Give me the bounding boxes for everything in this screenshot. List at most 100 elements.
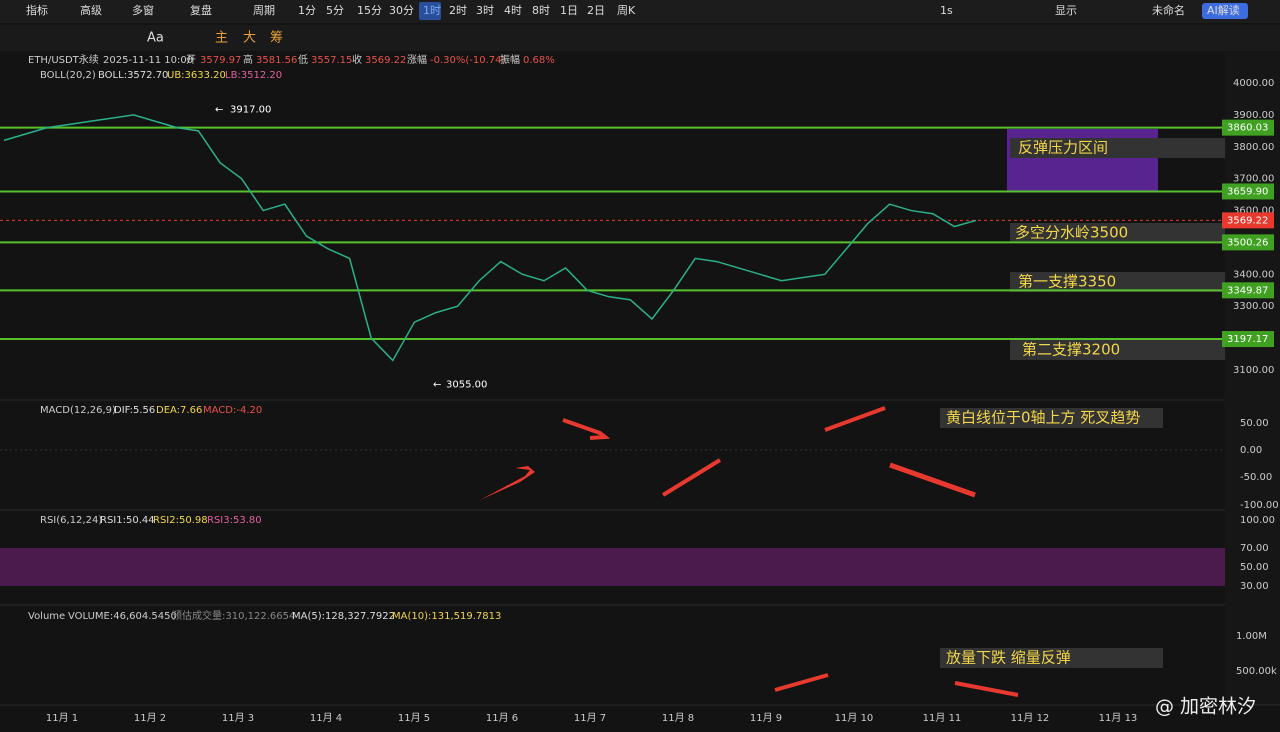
toolbar-item[interactable]: 指标 [26, 3, 48, 17]
indicator: RSI3:53.80 [207, 515, 262, 526]
date-label: 11月 10 [835, 712, 874, 724]
toolbar-item[interactable]: 4时 [504, 4, 522, 17]
ai-button [1202, 3, 1248, 19]
toolbar-item[interactable]: 周期 [253, 4, 275, 17]
indicator: RSI2:50.98 [153, 515, 208, 526]
toolbar-item[interactable]: 1日 [560, 4, 578, 17]
toolbar-item[interactable]: 周K [617, 4, 636, 17]
label: 开 [186, 55, 196, 66]
price-tick: 3100.00 [1233, 365, 1274, 376]
arrow [562, 418, 611, 440]
indicator: BOLL:3572.70 [98, 70, 168, 81]
toolbar-item[interactable]: 1分 [298, 4, 316, 17]
date-label: 11月 4 [310, 712, 342, 724]
indicator: MACD:-4.20 [203, 405, 262, 416]
macd-tick: 0.00 [1240, 445, 1262, 456]
toolbar-item[interactable]: 1时 [423, 4, 441, 17]
annotation: 反弹压力区间 [1018, 139, 1108, 157]
level-label: 3860.03 [1227, 123, 1268, 134]
toolbar-item[interactable]: 8时 [532, 4, 550, 17]
datetime: 2025-11-11 10:00 [103, 55, 193, 66]
toolbar-item[interactable]: 15分 [357, 4, 382, 17]
indicator: DEA:7.66 [156, 405, 202, 416]
low-label: 3055.00 [446, 379, 487, 390]
level-label: 3349.87 [1227, 285, 1268, 296]
label: 振幅 [500, 53, 520, 66]
label-bg [940, 648, 1163, 668]
toolbar-item[interactable]: 未命名 [1152, 3, 1185, 17]
date-label: 11月 13 [1099, 712, 1138, 724]
draw-tool[interactable]: Aa [147, 31, 164, 46]
high-marker: ← [215, 104, 223, 115]
label: 高 [243, 53, 253, 66]
toolbar-item[interactable]: 显示 [1055, 4, 1077, 17]
indicator: 预估成交量:310,122.6654 [172, 609, 295, 622]
volume-tick: 500.00k [1236, 666, 1277, 677]
indicator: RSI1:50.44 [100, 515, 155, 526]
date-label: 11月 8 [662, 712, 694, 724]
label-bg [1010, 340, 1225, 360]
level-label: 3197.17 [1227, 334, 1268, 345]
toolbar-item[interactable]: 5分 [326, 4, 344, 17]
macd-tick: -50.00 [1240, 472, 1272, 483]
annotation: 第二支撑3200 [1022, 341, 1120, 359]
toolbar-item[interactable]: 2时 [449, 4, 467, 17]
draw-tool[interactable]: 筹 [270, 30, 283, 46]
level-label: 3659.90 [1227, 186, 1268, 197]
annotation: 放量下跌 缩量反弹 [946, 649, 1071, 667]
price-tick: 3300.00 [1233, 301, 1274, 312]
date-label: 11月 1 [46, 712, 78, 724]
rsi-band [0, 548, 1225, 586]
toolbar-item[interactable]: 多窗 [132, 3, 154, 17]
macd-tick: 50.00 [1240, 418, 1269, 429]
arrow [824, 406, 886, 432]
toolbar-item[interactable]: 高级 [80, 3, 102, 17]
rsi-tick: 100.00 [1240, 515, 1275, 526]
draw-tool[interactable]: 大 [243, 31, 256, 46]
date-label: 11月 3 [222, 712, 254, 724]
arrow [774, 673, 829, 692]
drawbar [0, 25, 1280, 51]
toolbar-item[interactable]: 1s [940, 4, 953, 17]
macd-tick: -100.00 [1240, 500, 1279, 511]
value: 3579.97 [200, 55, 241, 66]
toolbar-item[interactable]: 2日 [587, 4, 605, 17]
toolbar-item[interactable]: AI解读 [1207, 3, 1240, 17]
rsi-tick: 70.00 [1240, 543, 1269, 554]
label: 收 [352, 53, 362, 66]
rsi-tick: 30.00 [1240, 581, 1269, 592]
toolbar [0, 0, 1280, 23]
indicator: BOLL(20,2) [40, 70, 96, 81]
low-marker: ← [433, 379, 441, 390]
value: 3569.22 [365, 55, 406, 66]
annotation: 第一支撑3350 [1018, 273, 1116, 291]
level-tag [1222, 119, 1274, 136]
indicator: RSI(6,12,24) [40, 515, 102, 526]
level-tag [1222, 183, 1274, 200]
high-label: 3917.00 [230, 104, 271, 115]
label: 低 [298, 53, 308, 66]
arrows [480, 406, 1019, 697]
watermark: @ 加密林汐 [1155, 696, 1256, 718]
level-label: 3500.26 [1227, 237, 1268, 248]
date-label: 11月 12 [1011, 712, 1050, 724]
current-label: 3569.22 [1227, 215, 1268, 226]
label-bg [1010, 138, 1225, 158]
date-label: 11月 9 [750, 712, 782, 724]
arrow [954, 681, 1019, 697]
price-line [3, 114, 977, 362]
price-tick: 3600.00 [1233, 206, 1274, 217]
price-tick: 4000.00 [1233, 78, 1274, 89]
toolbar-item[interactable]: 30分 [389, 4, 414, 17]
label-bg [1010, 272, 1225, 292]
draw-tool[interactable]: 主 [215, 31, 228, 46]
price-tick: 3400.00 [1233, 269, 1274, 280]
indicator: LB:3512.20 [225, 70, 282, 81]
level-tag [1222, 234, 1274, 251]
price-axis-bg [1225, 52, 1280, 705]
toolbar-item[interactable]: 复盘 [190, 3, 212, 17]
label: 涨幅 [407, 53, 427, 66]
value: 3557.15 [311, 55, 352, 66]
toolbar-item[interactable]: 3时 [476, 4, 494, 17]
